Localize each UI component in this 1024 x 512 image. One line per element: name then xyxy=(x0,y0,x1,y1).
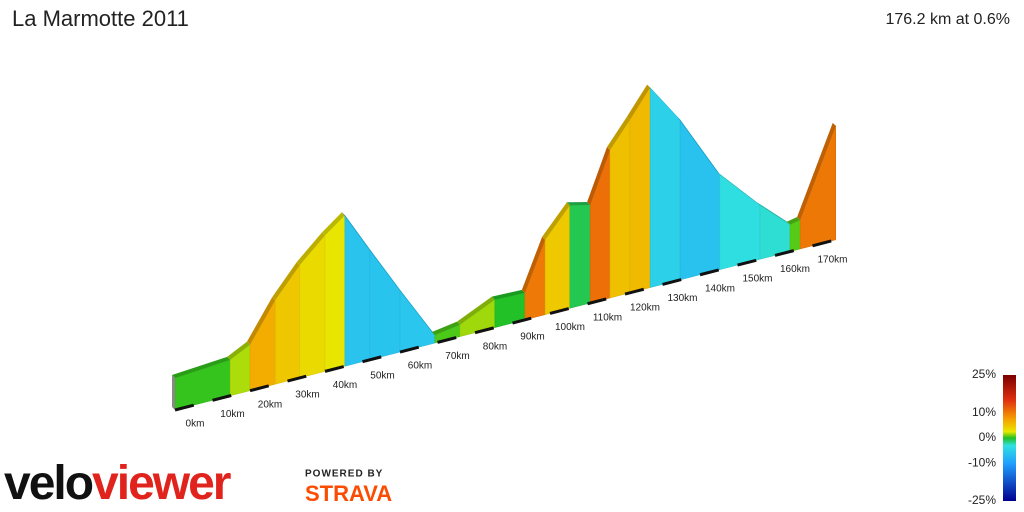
x-tick xyxy=(212,394,232,402)
profile-segment xyxy=(799,125,836,250)
profile-side xyxy=(172,375,175,410)
x-tick-label: 10km xyxy=(220,409,244,420)
x-tick-label: 100km xyxy=(555,322,585,333)
x-tick-label: 60km xyxy=(408,361,432,372)
color-scale: 25% 10% 0% -10% -25% xyxy=(968,367,1016,507)
x-tick xyxy=(587,297,607,306)
logo: veloviewer POWERED BY STRAVA xyxy=(4,457,392,510)
title: La Marmotte 2011 xyxy=(12,6,189,31)
profile-top xyxy=(607,116,630,150)
x-tick-label: 110km xyxy=(593,312,622,323)
profile-top xyxy=(491,289,525,300)
profile-segment xyxy=(274,264,301,385)
x-tick xyxy=(174,403,195,412)
x-tick xyxy=(812,239,832,248)
x-tick-label: 150km xyxy=(742,274,772,285)
profile-top xyxy=(647,84,681,120)
x-tick-label: 70km xyxy=(445,351,469,362)
profile-top xyxy=(272,261,300,301)
profile-top xyxy=(566,202,591,206)
x-tick xyxy=(437,336,457,344)
strava: STRAVA xyxy=(305,481,392,506)
profile-top xyxy=(457,296,495,325)
x-tick xyxy=(774,249,795,257)
profile-top xyxy=(247,297,276,345)
profile-segment xyxy=(789,219,801,252)
profile-top xyxy=(227,341,250,360)
profile-top xyxy=(521,236,546,293)
profile-top xyxy=(542,202,570,240)
profile-segment xyxy=(399,289,436,353)
profile-segment xyxy=(649,86,681,288)
color-scale-bar xyxy=(1003,375,1016,501)
x-tick xyxy=(662,278,682,286)
profile-top xyxy=(787,216,801,225)
x-tick-label: 130km xyxy=(667,293,697,304)
color-scale-label: 0% xyxy=(979,430,997,444)
profile-top xyxy=(757,202,790,225)
x-tick xyxy=(512,316,532,325)
x-tick-label: 160km xyxy=(780,264,810,275)
profile-top xyxy=(626,84,651,120)
profile-top xyxy=(172,356,231,379)
profile-top xyxy=(677,116,720,175)
x-tick xyxy=(624,287,645,296)
x-tick-label: 20km xyxy=(258,399,282,410)
profile-segment xyxy=(344,214,371,367)
profile-segment xyxy=(719,174,761,270)
profile-top xyxy=(587,146,610,206)
profile: 0km 10km 20km 30km 40km 50km 60km 70km 80km 90km 1… xyxy=(172,84,848,430)
profile-segment xyxy=(249,299,276,392)
color-scale-label: 25% xyxy=(972,367,996,381)
x-tick-label: 80km xyxy=(483,341,507,352)
x-tick-label: 90km xyxy=(520,332,544,343)
x-tick-label: 170km xyxy=(817,254,847,265)
profile-top xyxy=(341,212,370,250)
profile-top xyxy=(296,232,325,265)
x-tick-label: 0km xyxy=(186,419,205,430)
x-tick-label: 120km xyxy=(630,303,660,314)
profile-top xyxy=(322,212,345,236)
profile-top xyxy=(431,321,460,336)
profile-segment xyxy=(324,214,346,372)
x-tick-label: 40km xyxy=(333,380,357,391)
x-tick xyxy=(549,307,570,315)
x-tick xyxy=(699,268,720,277)
x-tick xyxy=(399,345,420,354)
x-tick xyxy=(474,326,495,335)
x-tick xyxy=(249,384,270,393)
profile-top xyxy=(367,246,400,291)
profile-segment xyxy=(679,119,721,281)
logo-velo: velo xyxy=(4,457,93,510)
profile-segment xyxy=(629,86,651,294)
x-tick xyxy=(737,258,757,267)
profile-segment xyxy=(369,249,401,361)
powered-by: POWERED BY xyxy=(305,469,383,480)
logo-text: veloviewer xyxy=(4,457,231,510)
x-tick xyxy=(287,374,307,383)
profile-top xyxy=(716,171,760,206)
x-tick xyxy=(324,365,345,373)
profile-top xyxy=(397,287,435,336)
profile-segment xyxy=(609,119,631,299)
color-scale-label: 10% xyxy=(972,405,996,419)
x-tick-label: 50km xyxy=(370,370,394,381)
subtitle: 176.2 km at 0.6% xyxy=(885,11,1010,28)
color-scale-label: -10% xyxy=(968,455,996,469)
x-tick-label: 30km xyxy=(295,390,319,401)
x-tick-label: 140km xyxy=(705,283,735,294)
color-scale-label: -25% xyxy=(968,493,996,507)
logo-viewer: viewer xyxy=(92,457,231,510)
x-tick xyxy=(362,355,382,364)
profile-top xyxy=(797,122,836,220)
profile-segment xyxy=(569,204,591,309)
